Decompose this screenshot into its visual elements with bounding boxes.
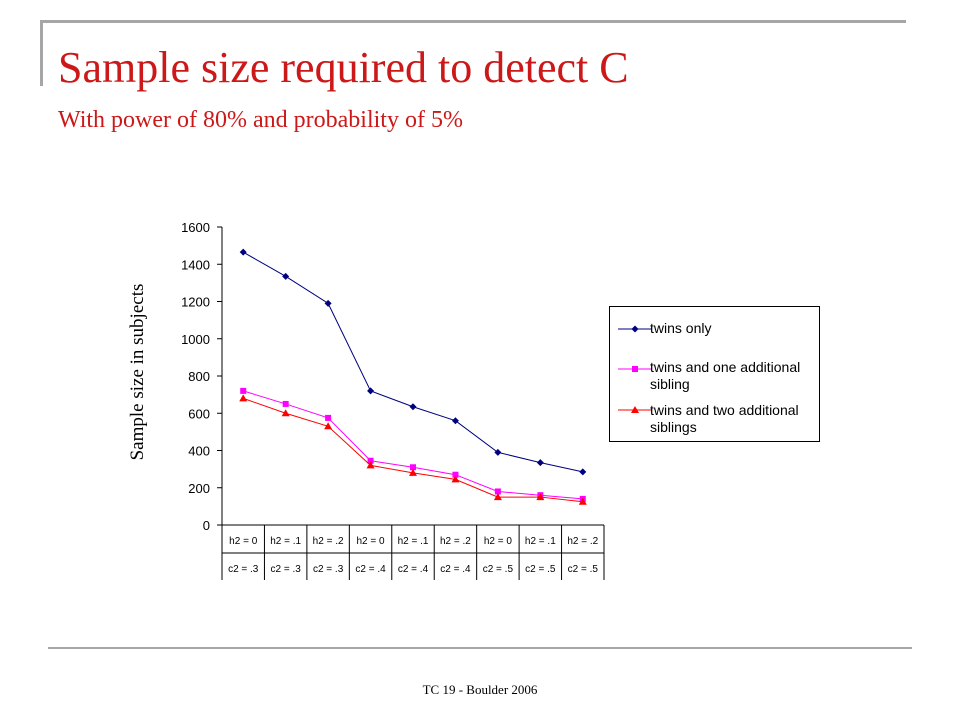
series-line-3 xyxy=(243,397,583,503)
x-category-label: h2 = .2 xyxy=(567,536,598,547)
legend-label-two-siblings: twins and two additional siblings xyxy=(650,402,799,435)
series-1-point xyxy=(494,448,502,456)
series-3-point xyxy=(324,422,333,430)
x-category-label: h2 = 0 xyxy=(229,536,258,547)
x-category-sublabel: c2 = .3 xyxy=(313,564,344,575)
series-3-point xyxy=(239,394,248,402)
x-category-sublabel: c2 = .4 xyxy=(440,564,471,575)
legend-key-two-siblings xyxy=(618,406,652,413)
legend-item-one-sibling: twins and one additional sibling xyxy=(610,357,819,397)
series-2-point xyxy=(452,471,459,478)
series-1-point xyxy=(579,468,587,476)
series-3-point xyxy=(409,468,417,476)
legend-item-two-siblings: twins and two additional siblings xyxy=(610,400,819,440)
x-category-sublabel: c2 = .4 xyxy=(398,564,429,575)
x-category-label: h2 = .1 xyxy=(525,536,556,547)
x-category-sublabel: c2 = .5 xyxy=(568,564,599,575)
y-tick-label: 0 xyxy=(203,518,210,533)
x-category-label: h2 = 0 xyxy=(484,536,513,547)
legend-key-marker xyxy=(631,325,639,333)
series-line-1 xyxy=(242,251,583,473)
series-2-point xyxy=(325,414,332,421)
series-1-point xyxy=(536,459,544,467)
x-category-label: h2 = 0 xyxy=(357,536,386,547)
series-2-point xyxy=(367,457,374,464)
series-3-point xyxy=(536,493,545,501)
series-3-point xyxy=(578,497,587,505)
legend-label-one-sibling: twins and one additional sibling xyxy=(650,359,801,392)
series-2-point xyxy=(282,400,289,407)
series-1-point xyxy=(451,417,459,425)
legend-key-marker xyxy=(631,406,639,413)
chart-legend: twins only twins and one additional sibl… xyxy=(609,306,820,442)
series-3-point xyxy=(366,461,375,469)
legend-label-twins-only: twins only xyxy=(650,320,712,336)
series-2-point xyxy=(410,464,416,471)
x-category-label: h2 = .1 xyxy=(270,536,301,547)
series-2-point xyxy=(240,387,247,394)
y-tick-label: 1000 xyxy=(181,332,210,347)
x-category-sublabel: c2 = .3 xyxy=(271,564,302,575)
y-tick-label: 600 xyxy=(188,406,210,421)
x-category-sublabel: c2 = .5 xyxy=(525,564,556,575)
series-2-point xyxy=(494,488,501,495)
slide-footer: TC 19 - Boulder 2006 xyxy=(422,682,538,697)
series-1-point xyxy=(282,272,290,280)
legend-key-twins-only xyxy=(618,325,652,333)
y-tick-label: 1200 xyxy=(181,295,210,310)
x-category-label: h2 = .1 xyxy=(398,536,429,547)
series-3-point xyxy=(451,475,460,483)
series-3-point xyxy=(493,493,502,501)
y-axis-label: Sample size in subjects xyxy=(127,283,148,461)
y-tick-label: 800 xyxy=(188,369,210,384)
slide-title: Sample size required to detect C xyxy=(58,43,629,92)
y-tick-label: 1400 xyxy=(181,257,210,272)
x-category-sublabel: c2 = .5 xyxy=(483,564,514,575)
slide-frame-top xyxy=(40,20,906,23)
y-tick-label: 200 xyxy=(188,481,210,496)
legend-key-one-sibling xyxy=(618,366,652,372)
y-tick-label: 1600 xyxy=(181,220,210,235)
x-category-label: h2 = .2 xyxy=(313,536,344,547)
series-1-point xyxy=(367,387,375,395)
x-category-label: h2 = .2 xyxy=(440,536,471,547)
y-tick-label: 400 xyxy=(188,444,210,459)
series-1-point xyxy=(239,248,247,256)
slide-divider xyxy=(48,647,912,649)
slide-frame-left xyxy=(40,20,43,86)
x-category-sublabel: c2 = .4 xyxy=(355,564,386,575)
series-1-point xyxy=(409,403,417,411)
series-1-point xyxy=(324,299,332,307)
x-category-sublabel: c2 = .3 xyxy=(228,564,259,575)
legend-item-twins-only: twins only xyxy=(610,311,819,351)
series-3-point xyxy=(281,409,290,417)
legend-key-marker xyxy=(632,366,638,372)
slide-subtitle: With power of 80% and probability of 5% xyxy=(58,107,463,133)
